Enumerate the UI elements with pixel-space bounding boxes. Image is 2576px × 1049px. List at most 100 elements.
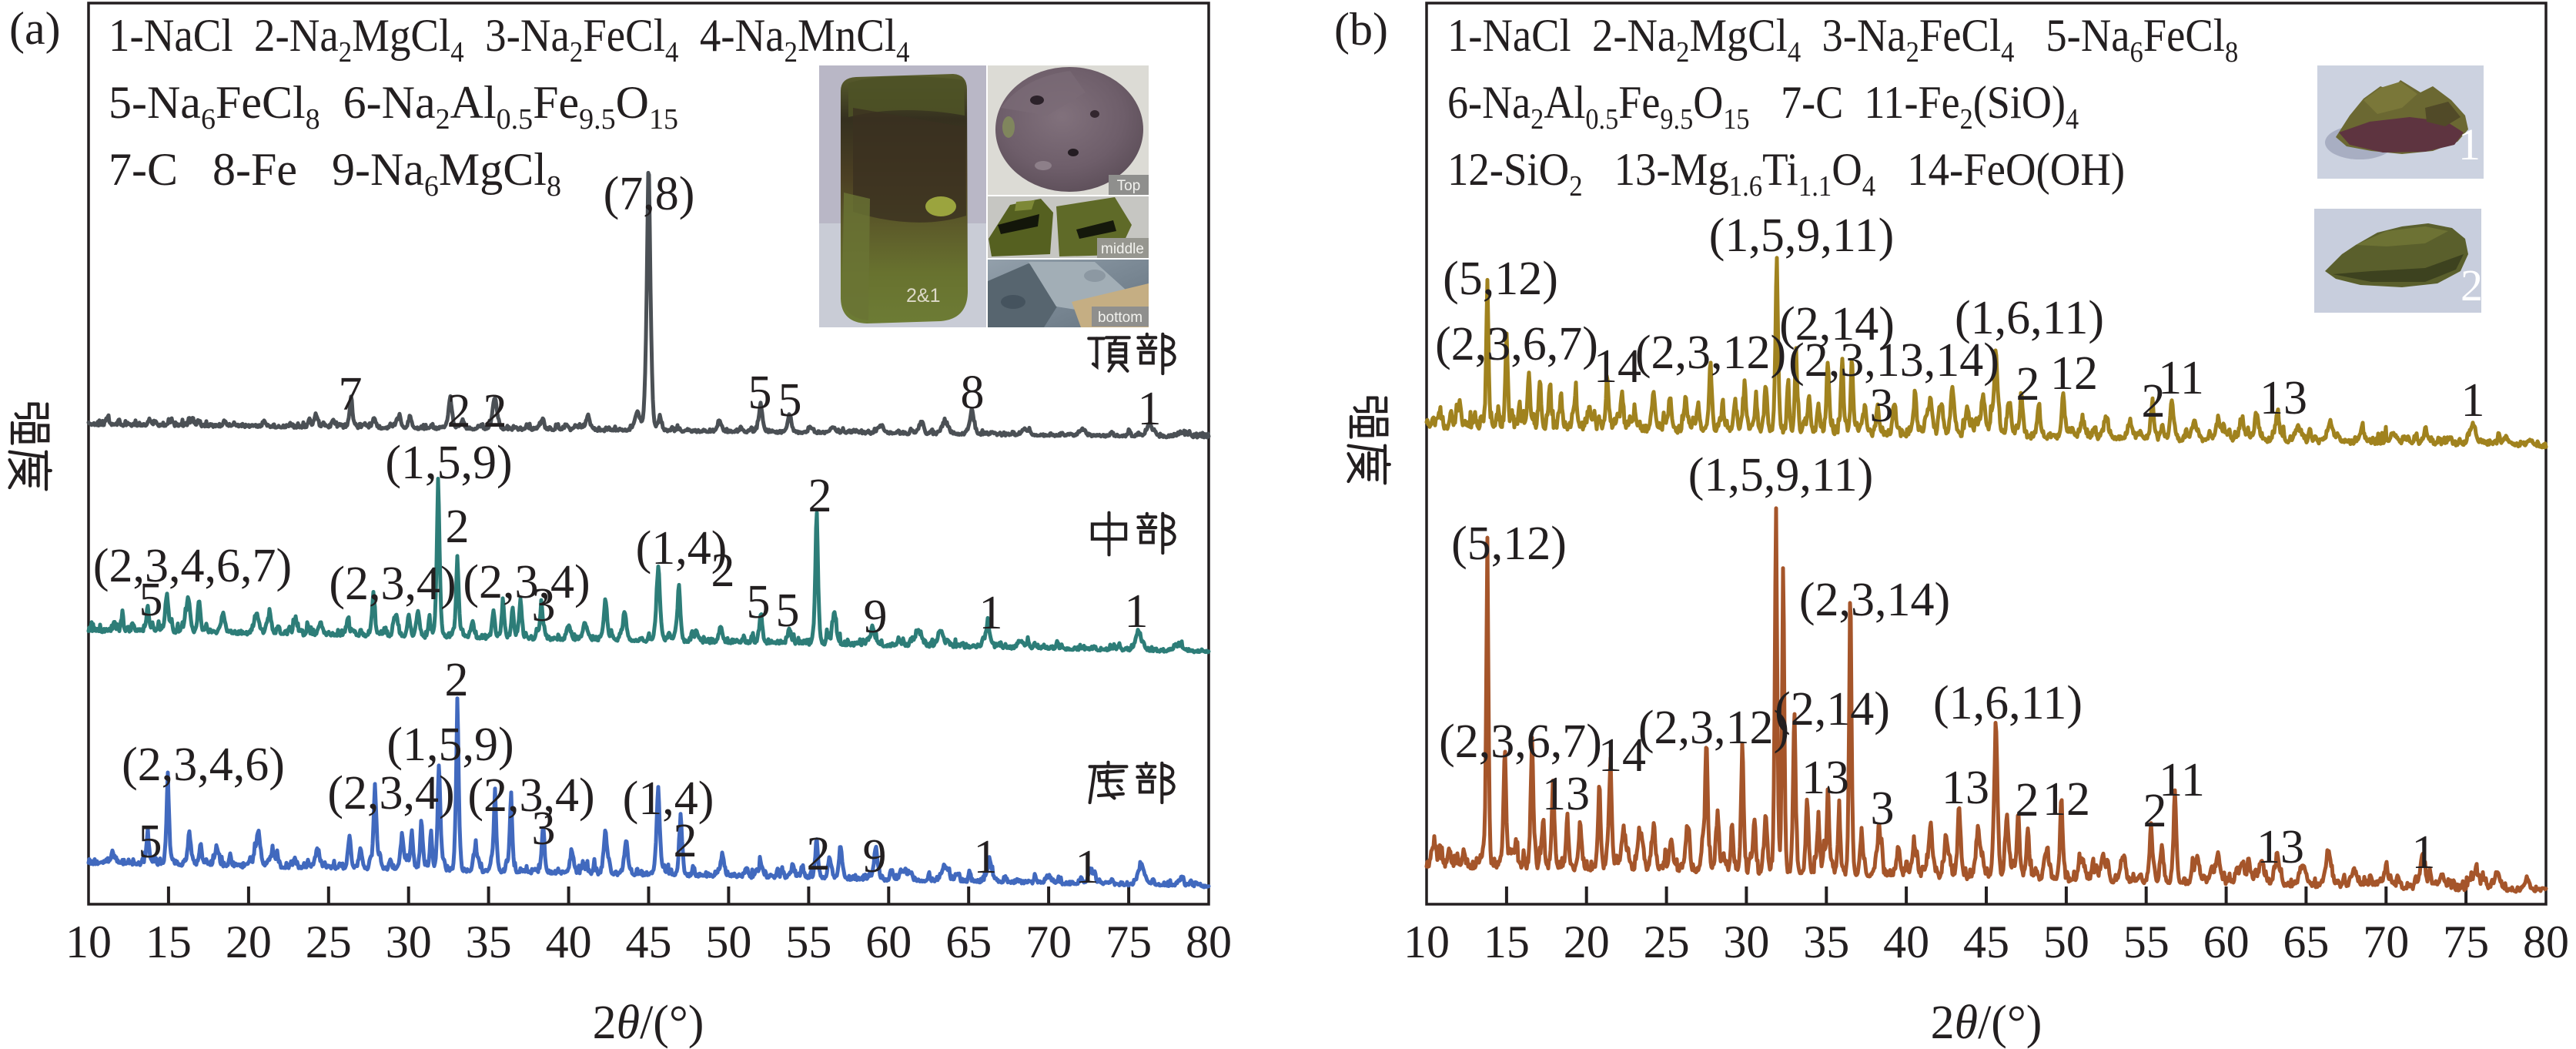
svg-text:80: 80 [1186,917,1232,967]
svg-text:3: 3 [532,803,556,855]
svg-text:(2,3,4): (2,3,4) [467,769,594,822]
svg-text:3: 3 [1871,783,1895,835]
svg-text:(2,3,4): (2,3,4) [463,556,590,608]
svg-text:1: 1 [2412,826,2436,879]
svg-text:5: 5 [778,374,802,427]
svg-text:(1,5,9,11): (1,5,9,11) [1688,449,1874,501]
svg-text:(b): (b) [1334,4,1388,55]
svg-text:1-NaCl 2-Na2​MgCl4​ 3-Na2​Fe: 1-NaCl 2-Na2​MgCl4​ 3-Na2​FeCl4​ 4-Na2​M… [109,11,909,69]
svg-text:14: 14 [1598,729,1646,782]
svg-text:(1,5,9): (1,5,9) [385,437,512,489]
svg-text:50: 50 [2043,917,2089,967]
svg-text:12-SiO2​ 13-Mg1.6​Ti1.1​O4​: 12-SiO2​ 13-Mg1.6​Ti1.1​O4​ 14-FeO(OH) [1447,145,2125,203]
svg-text:1: 1 [1125,585,1149,638]
svg-text:6-Na2​Al0.5​Fe9.5​O15​ 7-C: 6-Na2​Al0.5​Fe9.5​O15​ 7-C 11-Fe2​(SiO)4… [1447,77,2079,135]
svg-text:5: 5 [139,816,162,868]
svg-text:(1,6,11): (1,6,11) [1955,292,2104,344]
svg-text:3: 3 [532,579,556,632]
svg-text:(2,3,4,6,7): (2,3,4,6,7) [93,540,292,592]
svg-text:80: 80 [2523,917,2569,967]
svg-text:(2,3,4): (2,3,4) [329,558,456,610]
svg-text:11: 11 [2158,352,2204,404]
svg-text:(1,4): (1,4) [623,773,714,825]
svg-text:75: 75 [1106,917,1152,967]
svg-text:30: 30 [386,917,432,967]
svg-text:2: 2 [446,501,470,553]
svg-text:(7,8): (7,8) [604,168,695,220]
svg-text:12: 12 [2042,773,2090,826]
svg-text:8: 8 [961,367,985,419]
svg-text:(5,12): (5,12) [1451,518,1567,570]
svg-text:1: 1 [1076,841,1099,893]
svg-text:40: 40 [1883,917,1929,967]
svg-text:(1,4): (1,4) [636,522,728,575]
svg-text:1: 1 [2458,119,2481,169]
svg-text:20: 20 [1564,917,1610,967]
svg-text:20: 20 [226,917,272,967]
svg-text:(2,3,4,6): (2,3,4,6) [122,739,285,791]
svg-text:13: 13 [2257,821,2304,873]
svg-text:40: 40 [546,917,592,967]
svg-text:(2,3,6,7): (2,3,6,7) [1439,716,1602,768]
svg-text:30: 30 [1723,917,1769,967]
svg-text:2: 2 [711,545,735,597]
svg-text:(2,3,13,14): (2,3,13,14) [1788,334,1999,387]
svg-text:60: 60 [2203,917,2250,967]
svg-text:(2,3,6,7): (2,3,6,7) [1435,318,1598,370]
svg-text:13: 13 [1802,752,1849,804]
svg-text:1: 1 [2461,374,2485,427]
svg-text:middle: middle [1101,241,1144,257]
svg-text:55: 55 [785,917,831,967]
svg-text:9: 9 [863,830,887,883]
svg-text:25: 25 [1644,917,1690,967]
svg-text:2: 2 [447,385,471,437]
svg-text:5: 5 [139,574,163,626]
svg-text:5: 5 [748,367,772,419]
svg-text:14: 14 [1594,340,1641,393]
svg-text:70: 70 [1025,917,1072,967]
svg-text:(2,14): (2,14) [1779,298,1895,350]
svg-text:55: 55 [2123,917,2170,967]
svg-text:13: 13 [1942,762,1989,814]
svg-text:(a): (a) [9,3,61,54]
svg-text:50: 50 [705,917,751,967]
svg-text:12: 12 [2050,347,2098,400]
svg-text:2: 2 [807,828,831,880]
svg-text:2&1: 2&1 [906,285,940,307]
svg-text:5: 5 [747,576,771,628]
svg-text:(2,14): (2,14) [1775,683,1890,736]
svg-text:2: 2 [483,385,507,437]
svg-text:10: 10 [65,917,112,967]
svg-text:(1,5,9): (1,5,9) [386,719,514,771]
svg-text:2: 2 [2016,774,2039,826]
svg-text:35: 35 [1803,917,1849,967]
svg-text:(2,3,12): (2,3,12) [1635,327,1786,379]
svg-text:1: 1 [1138,383,1162,435]
svg-text:11: 11 [2159,754,2205,806]
svg-text:13: 13 [1542,768,1590,820]
svg-text:2θ/(°): 2θ/(°) [593,997,704,1049]
svg-text:15: 15 [1484,917,1530,967]
svg-text:2: 2 [2142,375,2166,427]
svg-text:15: 15 [146,917,192,967]
svg-text:65: 65 [945,917,992,967]
svg-text:2θ/(°): 2θ/(°) [1931,997,2042,1049]
svg-text:7: 7 [339,368,363,421]
svg-text:9: 9 [864,591,888,643]
svg-text:bottom: bottom [1098,310,1142,326]
svg-text:(2,3,4): (2,3,4) [327,767,454,819]
svg-text:(1,6,11): (1,6,11) [1933,677,2083,729]
svg-text:1-NaCl 2-Na2​MgCl4​ 3-Na2​Fe: 1-NaCl 2-Na2​MgCl4​ 3-Na2​FeCl4​ 5-Na6​F… [1447,11,2238,69]
svg-text:2: 2 [674,815,698,867]
svg-text:(2,3,12): (2,3,12) [1638,702,1789,754]
svg-text:45: 45 [1963,917,2009,967]
svg-text:2: 2 [808,470,832,522]
svg-text:(1,5,9,11): (1,5,9,11) [1709,209,1895,262]
svg-text:45: 45 [626,917,672,967]
svg-text:70: 70 [2363,917,2409,967]
svg-text:3: 3 [1870,380,1894,432]
svg-text:5: 5 [776,585,800,637]
svg-text:(2,3,14): (2,3,14) [1799,574,1950,626]
svg-text:2: 2 [2016,358,2040,411]
svg-text:Top: Top [1117,178,1141,194]
